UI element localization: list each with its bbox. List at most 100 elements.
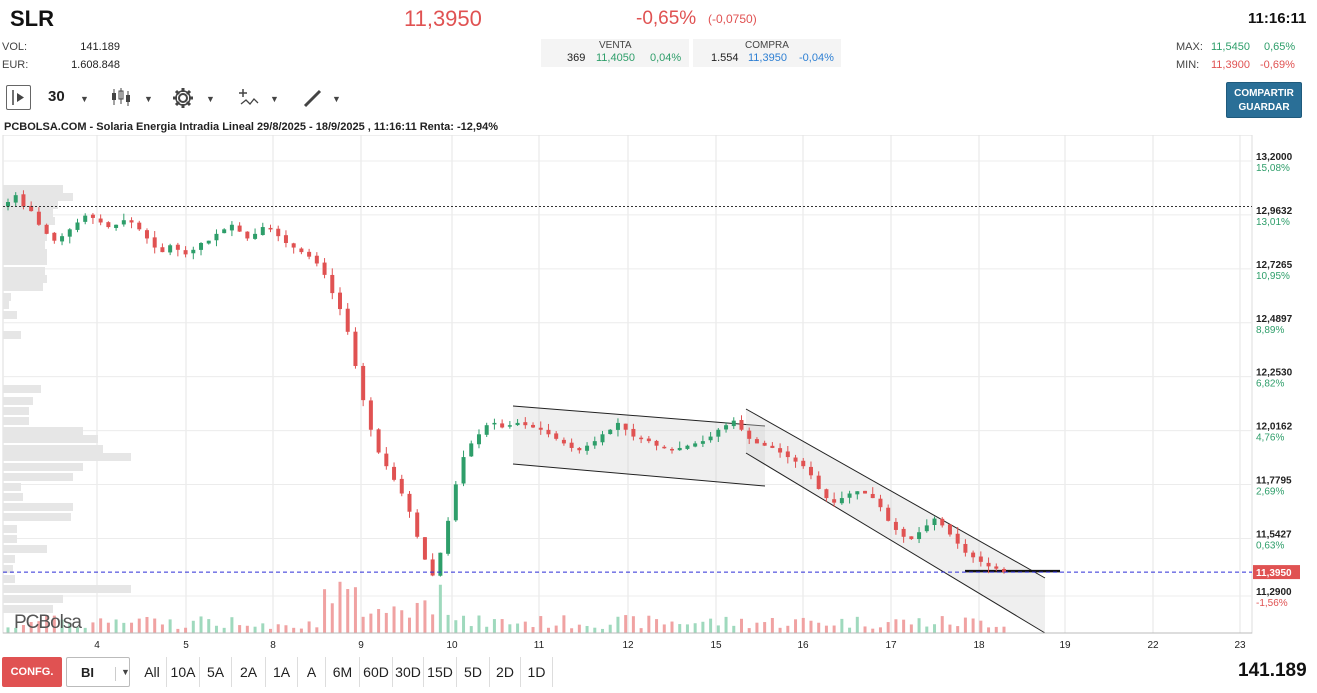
candle-body [577,448,582,451]
range-2a[interactable]: 2A [232,657,266,687]
book-sell-panel: VENTA 369 11,4050 0,04% [541,39,689,67]
volume-bar [593,627,597,633]
volume-bar [431,614,435,633]
profile-bar [3,463,83,471]
candle-body [214,233,219,241]
volume-bar [786,625,790,633]
volume-bar [160,624,164,633]
interval-arrow-icon[interactable]: ▼ [80,94,89,104]
candle-body [994,566,999,569]
range-1d[interactable]: 1D [521,657,553,687]
chart-grid [2,135,1253,634]
profile-bar [3,217,55,225]
range-5a[interactable]: 5A [200,657,232,687]
candle-body [986,562,991,567]
volume-bar [554,625,558,633]
candle-body [67,229,72,237]
volume-bar [292,627,296,633]
indicators-icon[interactable] [238,87,260,114]
play-panel-icon[interactable] [6,85,31,110]
volume-bar [539,616,543,633]
candle-body [770,445,775,448]
config-button[interactable]: CONFG. [2,657,62,687]
range-10a[interactable]: 10A [167,657,200,687]
profile-bar [3,283,43,291]
volume-bar [855,616,859,633]
candles-arrow-icon[interactable]: ▼ [144,94,153,104]
candle-body [268,227,273,230]
volume-bar [886,622,890,633]
candles-icon[interactable] [110,87,132,112]
min-label: MIN: [1176,59,1200,71]
channel-1-top [512,405,766,427]
y-tick-label: 12,7265 [1256,260,1293,271]
x-tick-label: 18 [973,640,985,651]
range-15d[interactable]: 15D [424,657,457,687]
volume-bar [639,628,643,633]
volume-bar [68,622,72,633]
candle-body [137,222,142,230]
candle-body [44,224,49,234]
range-5d[interactable]: 5D [457,657,490,687]
candle-body [21,194,26,207]
range-6m[interactable]: 6M [326,657,360,687]
volume-bar [6,627,10,633]
profile-bar [3,293,11,301]
x-tick-label: 15 [710,640,722,651]
volume-bar [963,617,967,633]
candle-body [847,493,852,498]
buy-qty: 1.554 [711,52,739,64]
range-1a[interactable]: 1A [266,657,298,687]
vol-value: 141.189 [80,41,120,53]
profile-bar [3,545,47,553]
candle-body [608,429,613,435]
range-60d[interactable]: 60D [360,657,393,687]
candle-body [855,491,860,495]
candle-body [801,460,806,467]
volume-bar [500,619,504,633]
volume-bar [871,628,875,633]
volume-bar [878,627,882,633]
volume-bar [577,624,581,633]
candle-body [917,532,922,540]
profile-bar [3,241,45,249]
candle-body [940,518,945,526]
profile-bar [3,397,33,405]
max-pct: 0,65% [1264,41,1296,53]
volume-bar [338,581,342,633]
profile-bar [3,605,53,613]
volume-bar [770,617,774,633]
draw-arrow-icon[interactable]: ▼ [332,94,341,104]
volume-bar [755,622,759,633]
max-value: 11,5450 [1211,41,1250,53]
mode-select[interactable]: BI ▼ [66,657,130,687]
candle-body [199,242,204,250]
profile-bar [3,385,41,393]
volume-bar [794,619,798,633]
share-save-button[interactable]: COMPARTIR GUARDAR [1226,82,1302,118]
range-all[interactable]: All [138,657,167,687]
volume-bar [925,626,929,633]
volume-bar [99,618,103,633]
volume-bar [400,610,404,633]
interval-select[interactable]: 30 [48,88,65,105]
y-tick-pct: 2,69% [1256,487,1284,498]
draw-pencil-icon[interactable] [302,87,324,114]
x-tick-label: 9 [358,640,364,651]
candle-body [693,443,698,447]
profile-bar [3,445,103,453]
volume-bar [130,622,134,633]
volume-bar [75,626,79,633]
candle-body [260,227,265,236]
candle-body [152,237,157,248]
range-2d[interactable]: 2D [490,657,521,687]
range-30d[interactable]: 30D [393,657,424,687]
candle-body [430,559,435,576]
chart-title: PCBOLSA.COM - Solaria Energia Intradia L… [4,121,498,133]
volume-bar [817,622,821,633]
gear-icon[interactable] [171,86,195,115]
gear-arrow-icon[interactable]: ▼ [206,94,215,104]
range-a[interactable]: A [298,657,326,687]
indicators-arrow-icon[interactable]: ▼ [270,94,279,104]
